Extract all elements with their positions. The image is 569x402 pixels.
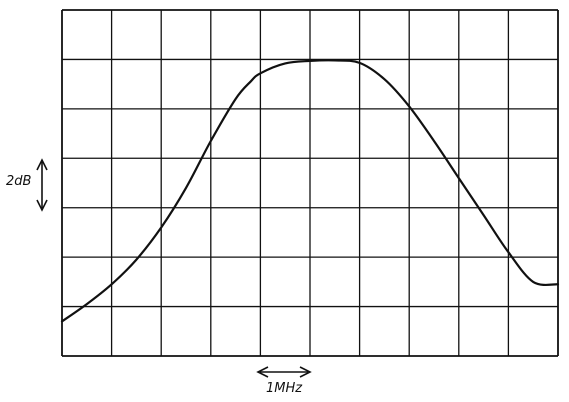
grid <box>61 9 559 357</box>
y-scale-indicator: 2dB <box>6 158 48 212</box>
response-curve <box>60 59 560 323</box>
y-scale-label: 2dB <box>6 174 32 189</box>
y-scale-arrowhead-up <box>36 158 48 171</box>
x-scale-arrowhead-right <box>299 366 312 378</box>
y-scale-arrowhead-down <box>36 199 48 212</box>
x-scale-indicator: 1MHz <box>256 366 312 396</box>
x-scale-arrowhead-left <box>256 366 269 378</box>
x-scale-label: 1MHz <box>266 381 303 396</box>
